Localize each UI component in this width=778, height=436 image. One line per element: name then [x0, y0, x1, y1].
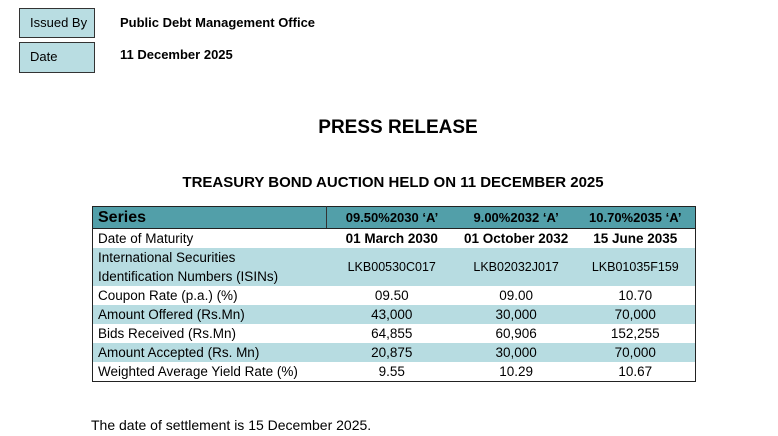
- row-label: Bids Received (Rs.Mn): [98, 326, 237, 341]
- table-row: Amount Offered (Rs.Mn) 43,000 30,000 70,…: [92, 305, 696, 324]
- issued-by-value: Public Debt Management Office: [120, 15, 316, 30]
- cell: 9.55: [378, 364, 405, 379]
- cell: 64,855: [371, 326, 413, 341]
- cell: 60,906: [495, 326, 537, 341]
- date-value: 11 December 2025: [120, 47, 233, 62]
- header-cell: 09.50%2030 ‘A’: [326, 206, 457, 229]
- row-label-line: Identification Numbers (ISINs): [98, 269, 279, 284]
- header-cell: 9.00%2032 ‘A’: [456, 206, 576, 229]
- subtitle: TREASURY BOND AUCTION HELD ON 11 DECEMBE…: [182, 174, 604, 191]
- table-row: Date of Maturity 01 March 2030 01 Octobe…: [93, 229, 696, 249]
- cell: 70,000: [575, 343, 696, 362]
- page-title: PRESS RELEASE: [318, 117, 478, 138]
- cell: 10.67: [618, 364, 653, 379]
- settlement-note: The date of settlement is 15 December 20…: [91, 417, 372, 433]
- header-cell: Series: [92, 206, 328, 229]
- cell: 30,000: [456, 343, 576, 362]
- row-label: Amount Accepted (Rs. Mn): [92, 343, 327, 362]
- cell: 01 October 2032: [463, 231, 569, 246]
- cell: 30,000: [456, 305, 576, 324]
- header-cell: 10.70%2035 ‘A’: [575, 206, 696, 229]
- cell: 20,875: [326, 343, 457, 362]
- cell: 10.70: [618, 288, 653, 303]
- cell: 01 March 2030: [345, 231, 438, 246]
- cell: 43,000: [326, 305, 457, 324]
- cell: 15 June 2035: [593, 231, 678, 246]
- table-header: Series 09.50%2030 ‘A’ 9.00%2032 ‘A’ 10.7…: [92, 206, 696, 229]
- cell: 09.00: [499, 288, 534, 303]
- date-label: Date: [19, 42, 95, 73]
- auction-table: Series 09.50%2030 ‘A’ 9.00%2032 ‘A’ 10.7…: [92, 206, 696, 382]
- table-row: Bids Received (Rs.Mn) 64,855 60,906 152,…: [93, 324, 696, 343]
- table-row: Coupon Rate (p.a.) (%) 09.50 09.00 10.70: [93, 286, 696, 305]
- cell: 152,255: [610, 326, 660, 341]
- cell: LKB00530C017: [326, 248, 457, 286]
- cell: LKB01035F159: [575, 248, 696, 286]
- row-label: International Securities Identification N…: [92, 248, 327, 286]
- row-label-line: International Securities: [98, 250, 236, 265]
- cell: 09.50: [374, 288, 409, 303]
- table-row: Weighted Average Yield Rate (%) 9.55 10.…: [93, 362, 696, 382]
- row-label: Weighted Average Yield Rate (%): [98, 364, 298, 379]
- row-label: Date of Maturity: [98, 231, 194, 246]
- table-row: Amount Accepted (Rs. Mn) 20,875 30,000 7…: [92, 343, 696, 362]
- issued-by-label: Issued By: [19, 8, 95, 38]
- row-label: Amount Offered (Rs.Mn): [92, 305, 327, 324]
- cell: 10.29: [499, 364, 534, 379]
- table-row: International Securities Identification N…: [92, 248, 696, 286]
- row-label: Coupon Rate (p.a.) (%): [98, 288, 238, 303]
- cell: LKB02032J017: [456, 248, 576, 286]
- cell: 70,000: [575, 305, 696, 324]
